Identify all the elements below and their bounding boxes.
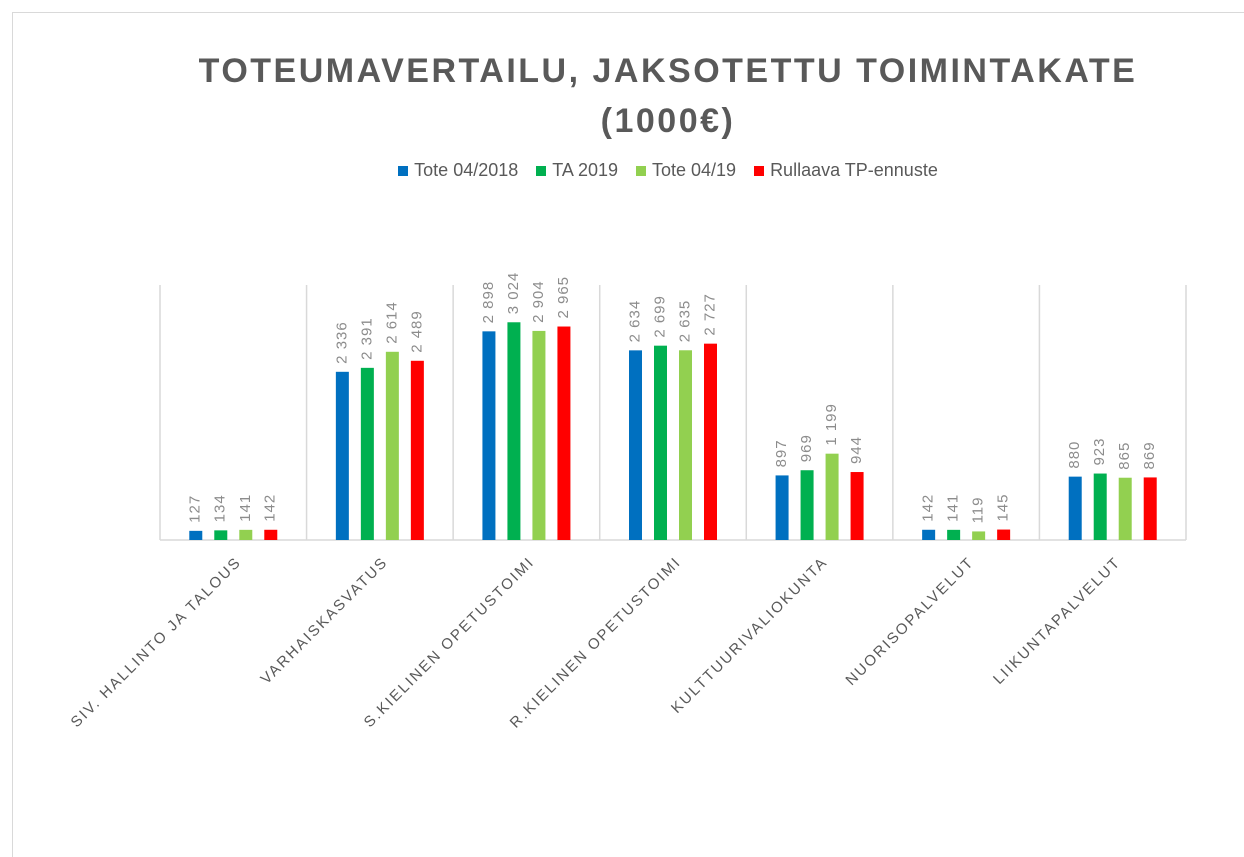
data-label: 127 — [187, 495, 204, 523]
bar — [385, 351, 399, 540]
bar — [972, 531, 986, 540]
bar — [507, 322, 521, 540]
data-label: 2 898 — [480, 281, 497, 324]
legend-item: TA 2019 — [536, 160, 618, 181]
data-label: 2 614 — [383, 301, 400, 344]
bar — [557, 326, 571, 540]
x-tick-label: NUORISOPALVELUT — [842, 554, 977, 689]
data-label: 142 — [920, 494, 937, 522]
bar — [482, 331, 496, 540]
legend: Tote 04/2018 TA 2019 Tote 04/19 Rullaava TP… — [0, 160, 1244, 181]
bar — [532, 330, 546, 540]
data-label: 2 489 — [408, 310, 425, 353]
data-label: 880 — [1066, 441, 1083, 469]
bar — [922, 529, 936, 540]
bar — [1093, 473, 1107, 540]
x-tick-label: KULTTUURIVALIOKUNTA — [668, 554, 831, 717]
legend-label: TA 2019 — [552, 160, 618, 180]
bar — [800, 470, 814, 540]
data-label: 134 — [212, 494, 229, 522]
bar — [264, 529, 278, 540]
data-label: 869 — [1141, 441, 1158, 469]
x-tick-label: S.KIELINEN OPETUSTOIMI — [361, 554, 538, 731]
bar — [239, 529, 253, 540]
data-label: 1 199 — [823, 403, 840, 446]
data-label: 865 — [1116, 442, 1133, 470]
x-tick-label: VARHAISKASVATUS — [257, 554, 391, 688]
data-label: 944 — [848, 436, 865, 464]
legend-label: Rullaava TP-ennuste — [770, 160, 938, 180]
data-label: 142 — [262, 494, 279, 522]
data-label: 969 — [798, 434, 815, 462]
bar — [654, 345, 667, 540]
data-label: 141 — [945, 494, 962, 522]
bar — [189, 530, 203, 540]
bar — [704, 343, 717, 540]
bar — [1068, 476, 1082, 540]
bar — [997, 529, 1011, 540]
data-label: 2 904 — [530, 280, 547, 323]
x-tick-label: SIV. HALLINTO JA TALOUS — [68, 554, 245, 731]
chart-title: TOTEUMAVERTAILU, JAKSOTETTU TOIMINTAKATE… — [198, 52, 1138, 140]
data-label: 2 391 — [358, 317, 375, 360]
legend-swatch — [536, 165, 547, 176]
bar — [850, 472, 864, 540]
bar — [360, 367, 374, 540]
legend-item: Tote 04/19 — [635, 160, 737, 181]
x-tick-label: LIIKUNTAPALVELUT — [990, 554, 1124, 688]
bar — [214, 530, 228, 540]
legend-label: Tote 04/2018 — [414, 160, 519, 180]
bar — [1143, 477, 1157, 540]
data-label: 2 635 — [676, 300, 693, 343]
bar — [629, 350, 642, 540]
data-label: 923 — [1091, 438, 1108, 466]
legend-item: Rullaava TP-ennuste — [754, 160, 938, 181]
chart-frame — [12, 12, 1244, 857]
data-label: 3 024 — [505, 272, 522, 315]
data-label: 2 699 — [651, 295, 668, 338]
data-label: 141 — [237, 494, 254, 522]
data-label: 145 — [995, 494, 1012, 522]
bar — [335, 371, 349, 540]
data-label: 119 — [970, 497, 987, 524]
bar — [410, 360, 424, 540]
data-label: 2 336 — [333, 321, 350, 364]
data-label: 2 634 — [626, 300, 643, 343]
bar — [775, 475, 789, 540]
legend-label: Tote 04/19 — [651, 160, 737, 180]
data-label: 897 — [773, 439, 790, 467]
legend-swatch — [635, 165, 646, 176]
bar — [825, 453, 839, 540]
data-label: 2 727 — [701, 293, 718, 336]
data-label: 2 965 — [555, 276, 572, 319]
legend-swatch — [754, 165, 765, 176]
legend-item: Tote 04/2018 — [398, 160, 518, 181]
x-tick-label: R.KIELINEN OPETUSTOIMI — [507, 554, 685, 732]
bar — [679, 350, 692, 540]
bar — [947, 529, 961, 540]
bar — [1118, 477, 1132, 540]
legend-swatch — [398, 165, 409, 176]
